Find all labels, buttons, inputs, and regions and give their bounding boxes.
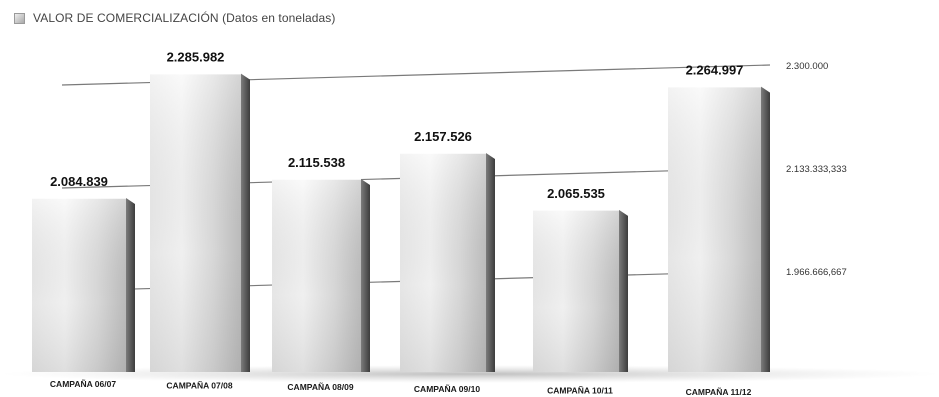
- legend-label: VALOR DE COMERCIALIZACIÓN (Datos en tone…: [33, 11, 336, 25]
- value-label-0: 2.084.839: [50, 174, 108, 189]
- bar-shade-4: [533, 209, 619, 372]
- bar-shade-2: [272, 178, 361, 372]
- bar-side-0: [126, 197, 135, 372]
- category-label-1: CAMPAÑA 07/08: [166, 381, 232, 391]
- bar-side-3: [486, 153, 495, 372]
- bar-shade-0: [32, 197, 126, 372]
- chart-legend: VALOR DE COMERCIALIZACIÓN (Datos en tone…: [14, 10, 335, 26]
- value-label-4: 2.065.535: [547, 186, 605, 201]
- bar-side-5: [761, 86, 770, 373]
- category-label-0: CAMPAÑA 06/07: [50, 379, 116, 389]
- bar-shade-3: [400, 153, 486, 372]
- value-label-2: 2.115.538: [288, 155, 345, 170]
- category-label-4: CAMPAÑA 10/11: [547, 385, 613, 395]
- y-tick-label-2: 1.966.666,667: [786, 267, 847, 278]
- category-label-2: CAMPAÑA 08/09: [287, 382, 353, 392]
- bar-side-2: [361, 178, 370, 372]
- bar-shade-1: [150, 73, 241, 373]
- y-tick-label-1: 2.133.333,333: [786, 164, 847, 175]
- bar-shade-5: [668, 86, 761, 373]
- value-label-3: 2.157.526: [414, 129, 472, 144]
- bar-side-4: [619, 209, 628, 372]
- legend-swatch: [14, 12, 25, 24]
- category-label-5: CAMPAÑA 11/12: [686, 387, 752, 397]
- value-label-1: 2.285.982: [167, 50, 225, 65]
- bar-side-1: [241, 73, 250, 373]
- value-label-5: 2.264.997: [686, 63, 744, 78]
- category-label-3: CAMPAÑA 09/10: [414, 384, 480, 394]
- y-tick-label-0: 2.300.000: [786, 61, 828, 72]
